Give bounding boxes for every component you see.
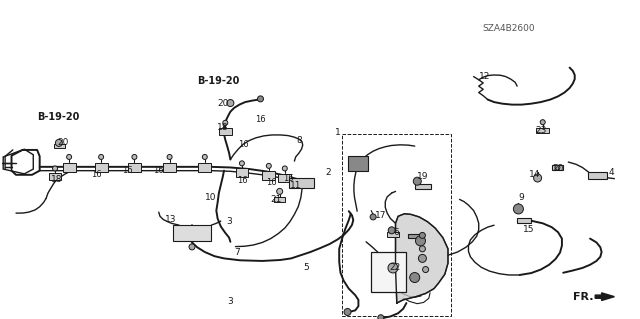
Circle shape bbox=[276, 189, 283, 194]
Bar bbox=[289, 178, 314, 188]
Text: 3: 3 bbox=[228, 297, 233, 306]
Bar bbox=[408, 234, 420, 238]
Text: 14: 14 bbox=[529, 170, 541, 179]
Bar bbox=[163, 163, 176, 172]
Circle shape bbox=[67, 154, 72, 160]
Text: FR.: FR. bbox=[573, 292, 594, 302]
Bar bbox=[262, 171, 275, 180]
Circle shape bbox=[413, 177, 421, 185]
Text: 18: 18 bbox=[51, 175, 62, 184]
Bar bbox=[236, 168, 248, 177]
Circle shape bbox=[422, 267, 429, 272]
Text: 3: 3 bbox=[227, 217, 232, 226]
Bar bbox=[278, 174, 291, 182]
Circle shape bbox=[540, 120, 545, 125]
Text: 16: 16 bbox=[266, 178, 276, 187]
Circle shape bbox=[99, 154, 104, 160]
Circle shape bbox=[534, 174, 541, 182]
Text: 21: 21 bbox=[271, 195, 282, 204]
Polygon shape bbox=[595, 293, 614, 300]
Text: 6: 6 bbox=[394, 228, 399, 237]
Text: 9: 9 bbox=[519, 193, 524, 202]
Circle shape bbox=[370, 214, 376, 220]
Text: 23: 23 bbox=[536, 126, 547, 135]
Circle shape bbox=[282, 166, 287, 171]
Text: 19: 19 bbox=[417, 172, 428, 181]
Circle shape bbox=[410, 272, 420, 283]
Text: B-19-20: B-19-20 bbox=[197, 76, 239, 86]
Bar bbox=[342, 134, 451, 316]
Circle shape bbox=[388, 227, 395, 234]
Bar bbox=[54, 144, 65, 148]
Circle shape bbox=[419, 254, 426, 263]
Bar bbox=[128, 163, 141, 172]
Text: 16: 16 bbox=[237, 176, 247, 185]
Circle shape bbox=[419, 246, 426, 252]
Circle shape bbox=[132, 154, 137, 160]
Circle shape bbox=[344, 308, 351, 315]
Text: 16: 16 bbox=[154, 166, 164, 175]
Text: 20: 20 bbox=[217, 99, 228, 108]
Circle shape bbox=[266, 163, 271, 168]
Bar bbox=[517, 218, 531, 223]
Circle shape bbox=[388, 263, 398, 273]
Text: 7: 7 bbox=[234, 248, 239, 256]
Circle shape bbox=[378, 315, 384, 319]
Text: 16: 16 bbox=[91, 170, 101, 179]
Text: 13: 13 bbox=[165, 215, 177, 224]
Text: 16: 16 bbox=[283, 174, 293, 182]
Text: B-19-20: B-19-20 bbox=[37, 112, 79, 122]
Bar bbox=[274, 197, 285, 202]
Text: 5: 5 bbox=[303, 263, 308, 272]
Circle shape bbox=[227, 100, 234, 107]
Text: 15: 15 bbox=[523, 225, 534, 234]
Circle shape bbox=[513, 204, 524, 214]
Text: SZA4B2600: SZA4B2600 bbox=[483, 24, 535, 33]
Bar bbox=[552, 165, 563, 170]
Bar bbox=[588, 172, 607, 179]
Bar bbox=[371, 252, 406, 292]
Bar bbox=[63, 163, 76, 172]
Text: 10: 10 bbox=[205, 193, 217, 202]
Circle shape bbox=[257, 96, 264, 102]
Text: 2: 2 bbox=[326, 168, 331, 177]
Text: 11: 11 bbox=[290, 181, 301, 190]
Circle shape bbox=[56, 139, 62, 146]
Circle shape bbox=[189, 244, 195, 250]
Circle shape bbox=[167, 154, 172, 160]
Bar bbox=[198, 163, 211, 172]
Bar bbox=[415, 184, 431, 189]
Polygon shape bbox=[348, 156, 368, 171]
Bar bbox=[387, 232, 399, 237]
Text: 16: 16 bbox=[239, 140, 249, 149]
Bar bbox=[536, 128, 549, 133]
Text: 12: 12 bbox=[479, 72, 490, 81]
Text: 4: 4 bbox=[609, 168, 614, 177]
Text: 1: 1 bbox=[335, 128, 340, 137]
Circle shape bbox=[555, 165, 560, 170]
Circle shape bbox=[239, 161, 244, 166]
Text: 16: 16 bbox=[255, 115, 266, 124]
Circle shape bbox=[202, 154, 207, 160]
Text: 18: 18 bbox=[217, 123, 228, 132]
Polygon shape bbox=[396, 214, 448, 303]
Circle shape bbox=[415, 236, 426, 246]
Text: 20: 20 bbox=[552, 164, 564, 173]
Circle shape bbox=[419, 233, 426, 238]
Circle shape bbox=[52, 166, 58, 171]
Bar bbox=[219, 128, 232, 135]
Text: 8: 8 bbox=[296, 136, 301, 145]
Text: 22: 22 bbox=[389, 263, 401, 272]
Text: 20: 20 bbox=[57, 138, 68, 147]
Bar bbox=[173, 225, 211, 241]
Bar bbox=[95, 163, 108, 172]
Bar bbox=[49, 173, 61, 180]
Text: 16: 16 bbox=[122, 166, 132, 175]
Circle shape bbox=[223, 120, 228, 125]
Text: 17: 17 bbox=[375, 211, 387, 219]
